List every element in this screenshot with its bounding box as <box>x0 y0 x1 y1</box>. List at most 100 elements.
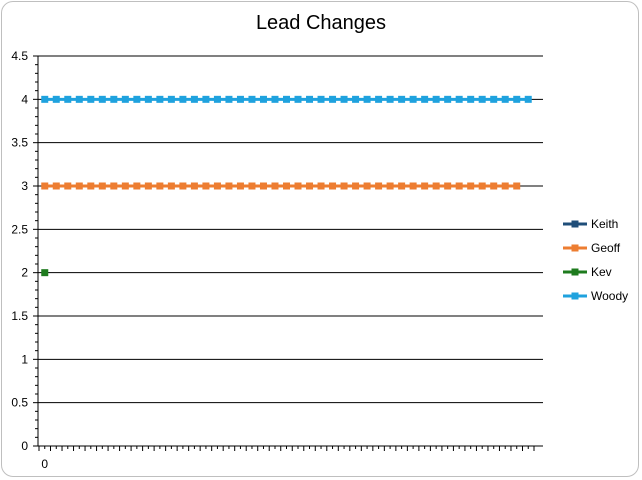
data-point <box>167 182 175 190</box>
y-tick-label: 1.5 <box>11 309 28 323</box>
data-point <box>409 95 417 103</box>
data-point <box>202 95 210 103</box>
data-point <box>398 95 406 103</box>
data-point <box>478 95 486 103</box>
data-point <box>513 182 521 190</box>
data-point <box>87 95 95 103</box>
data-point <box>306 95 314 103</box>
data-point <box>110 182 118 190</box>
data-point <box>98 95 106 103</box>
data-point <box>156 182 164 190</box>
x-tick-label: 0 <box>41 457 48 471</box>
data-point <box>467 95 475 103</box>
data-point <box>294 182 302 190</box>
data-point <box>110 95 118 103</box>
data-point <box>248 95 256 103</box>
data-point <box>202 182 210 190</box>
data-point <box>455 182 463 190</box>
data-point <box>259 182 267 190</box>
data-point <box>271 95 279 103</box>
data-point <box>41 95 49 103</box>
data-point <box>190 182 198 190</box>
legend-swatch-marker <box>571 244 579 252</box>
data-point <box>317 95 325 103</box>
legend-swatch-marker <box>571 220 579 228</box>
data-point <box>524 95 532 103</box>
data-point <box>329 182 337 190</box>
series-kev <box>41 269 49 277</box>
data-point <box>144 95 152 103</box>
y-tick-label: 2.5 <box>11 222 28 236</box>
data-point <box>432 182 440 190</box>
data-point <box>190 95 198 103</box>
data-point <box>329 95 337 103</box>
data-point <box>52 182 60 190</box>
legend-entry-geoff: Geoff <box>563 241 621 255</box>
data-point <box>121 182 129 190</box>
data-point <box>248 182 256 190</box>
data-point <box>352 182 360 190</box>
legend-label: Woody <box>591 289 628 303</box>
legend: Keith Geoff Kev Woody <box>563 217 628 303</box>
data-point <box>41 182 49 190</box>
data-point <box>133 182 141 190</box>
y-tick-label: 4.5 <box>11 49 28 63</box>
data-point <box>340 95 348 103</box>
legend-swatch-marker <box>571 292 579 300</box>
data-point <box>501 182 509 190</box>
data-point <box>213 182 221 190</box>
data-point <box>236 95 244 103</box>
data-point <box>421 95 429 103</box>
data-point <box>213 95 221 103</box>
data-point <box>409 182 417 190</box>
data-point <box>64 182 72 190</box>
y-tick-label: 3 <box>21 179 28 193</box>
data-point <box>467 182 475 190</box>
data-point <box>133 95 141 103</box>
axes: 0 0.5 1 1.5 2 2.5 3 3.5 4 4.5 0 <box>11 49 543 471</box>
y-tick-label: 2 <box>21 266 28 280</box>
series-woody <box>41 95 532 103</box>
legend-label: Kev <box>591 265 612 279</box>
data-point <box>283 95 290 103</box>
data-point <box>236 182 244 190</box>
data-point <box>225 95 233 103</box>
data-point <box>340 182 348 190</box>
data-point <box>490 182 498 190</box>
data-point <box>87 182 95 190</box>
y-tick-label: 1 <box>21 352 28 366</box>
data-point <box>455 95 463 103</box>
data-point <box>513 95 521 103</box>
series-geoff <box>41 182 521 190</box>
data-point <box>259 95 267 103</box>
data-point <box>375 95 383 103</box>
legend-swatch-marker <box>571 268 579 276</box>
data-point <box>386 95 394 103</box>
data-point <box>478 182 486 190</box>
series-lines <box>41 95 532 277</box>
data-point <box>283 182 290 190</box>
data-point <box>121 95 129 103</box>
data-point <box>421 182 429 190</box>
data-point <box>225 182 233 190</box>
data-point <box>75 182 83 190</box>
y-tick-label: 3.5 <box>11 136 28 150</box>
y-tick-label: 0 <box>21 439 28 453</box>
data-point <box>363 95 371 103</box>
data-point <box>271 182 279 190</box>
data-point <box>167 95 175 103</box>
data-point <box>398 182 406 190</box>
grid-lines <box>38 55 543 404</box>
data-point <box>386 182 394 190</box>
legend-entry-kev: Kev <box>563 265 612 279</box>
data-point <box>179 95 187 103</box>
data-point <box>41 269 49 277</box>
legend-label: Geoff <box>591 241 621 255</box>
data-point <box>144 182 152 190</box>
chart-title: Lead Changes <box>255 12 387 34</box>
data-point <box>363 182 371 190</box>
data-point <box>432 95 440 103</box>
data-point <box>375 182 383 190</box>
